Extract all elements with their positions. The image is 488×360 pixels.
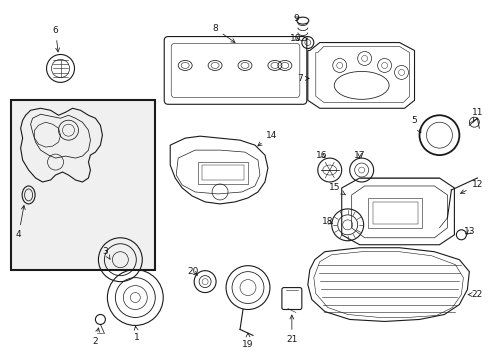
- Text: 16: 16: [315, 150, 327, 159]
- Text: 14: 14: [257, 131, 277, 146]
- Text: 4: 4: [16, 206, 25, 239]
- Text: 11: 11: [470, 108, 482, 122]
- Text: 13: 13: [463, 227, 474, 236]
- Text: 10: 10: [289, 34, 301, 43]
- Text: 20: 20: [187, 267, 199, 276]
- Text: 19: 19: [242, 333, 253, 349]
- Text: 1: 1: [134, 326, 140, 342]
- Text: 22: 22: [467, 290, 482, 299]
- FancyBboxPatch shape: [11, 100, 155, 270]
- Text: 18: 18: [322, 217, 333, 226]
- Text: 5: 5: [411, 116, 420, 133]
- Text: 8: 8: [212, 24, 235, 42]
- Text: 12: 12: [460, 180, 482, 193]
- Text: 6: 6: [53, 26, 60, 52]
- Text: 3: 3: [102, 247, 110, 259]
- Text: 7: 7: [296, 74, 308, 83]
- Text: 17: 17: [353, 150, 365, 159]
- Text: 9: 9: [292, 14, 299, 23]
- Text: 2: 2: [92, 328, 100, 346]
- Text: 15: 15: [328, 184, 345, 195]
- Text: 21: 21: [285, 315, 297, 344]
